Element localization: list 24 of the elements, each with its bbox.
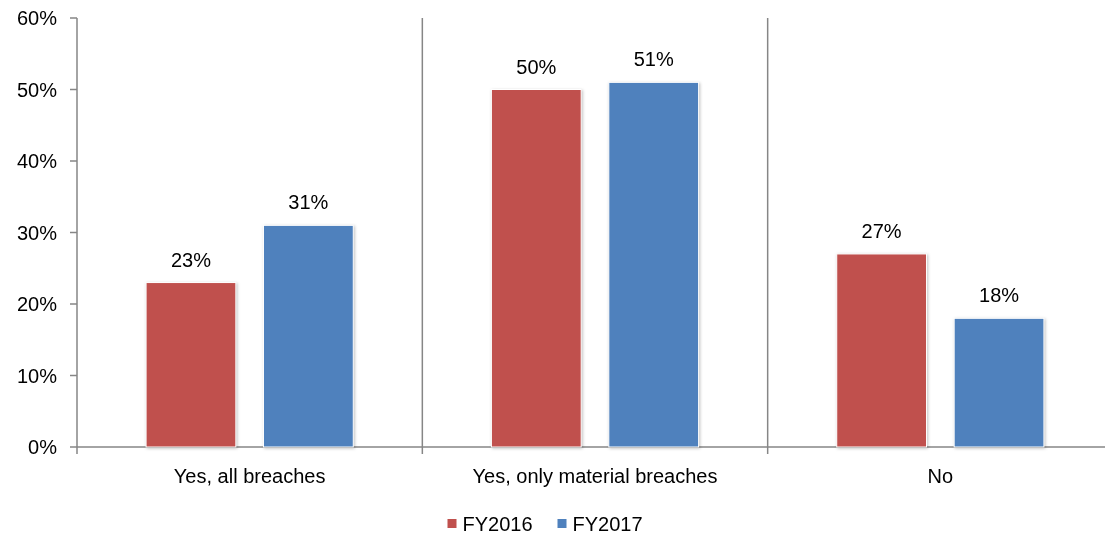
bar	[145, 282, 237, 448]
data-label: 31%	[288, 191, 329, 214]
x-tick-label: Yes, only material breaches	[472, 465, 718, 487]
x-tick-label: No	[927, 465, 954, 487]
data-label: 50%	[516, 55, 557, 78]
legend-label: FY2016	[462, 513, 533, 535]
y-tick-label: 20%	[16, 293, 58, 315]
y-tick-label: 50%	[16, 78, 58, 101]
y-tick-label: 30%	[16, 221, 58, 244]
data-label: 27%	[861, 219, 902, 242]
y-tick-label: 0%	[28, 436, 58, 458]
x-tick-label: Yes, all breaches	[173, 465, 326, 487]
y-tick-label: 10%	[16, 364, 58, 387]
legend-label: FY2017	[572, 513, 643, 535]
data-label: 18%	[979, 284, 1020, 307]
data-label: 51%	[633, 48, 674, 71]
bar	[262, 224, 354, 448]
bar	[836, 253, 928, 448]
y-tick-label: 60%	[16, 7, 58, 29]
bar	[490, 89, 582, 448]
y-tick-label: 40%	[16, 150, 58, 172]
bar	[608, 81, 700, 448]
bar	[953, 317, 1045, 448]
data-label: 23%	[170, 248, 212, 271]
